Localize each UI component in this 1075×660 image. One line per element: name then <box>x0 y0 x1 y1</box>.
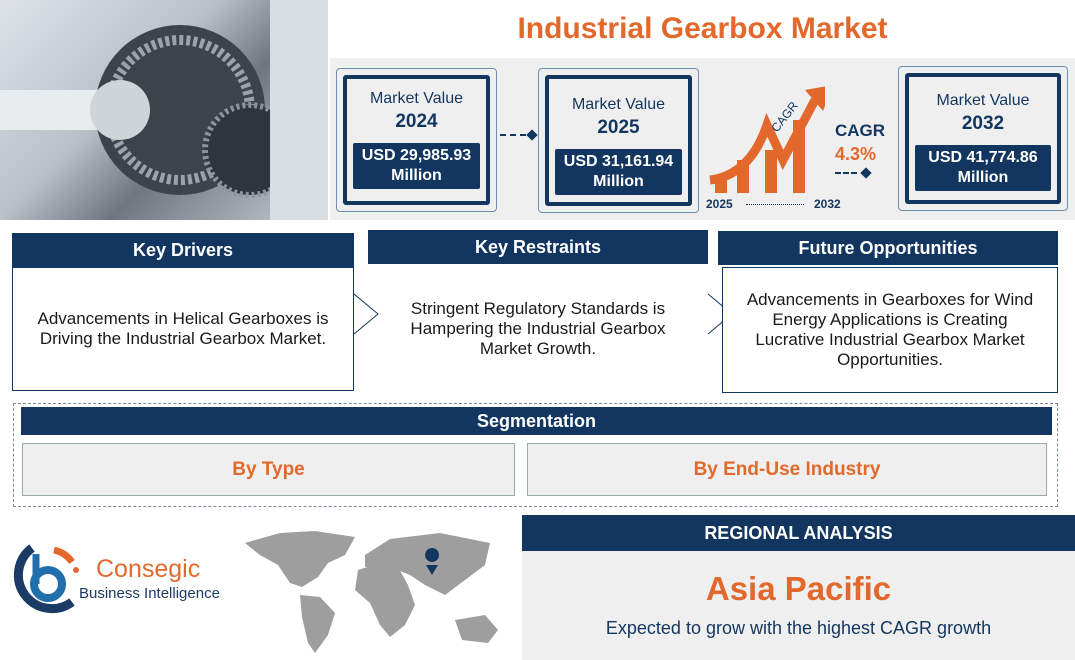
card-year: 2025 <box>597 117 640 138</box>
key-restraints-header: Key Restraints <box>368 230 708 264</box>
card-label: Market Value <box>571 96 666 113</box>
logo-name: Consegic <box>96 555 200 584</box>
connector-dash <box>500 134 526 136</box>
segment-by-end-use-industry[interactable]: By End-Use Industry <box>527 443 1047 496</box>
future-opportunities-text: Advancements in Gearboxes for Wind Energ… <box>722 267 1058 393</box>
region-text: Expected to grow with the highest CAGR g… <box>605 618 992 638</box>
chevron-connectors <box>353 293 733 335</box>
card-label: Market Value <box>369 90 464 107</box>
cagr-value: 4.3% <box>835 144 877 164</box>
card-value: USD 31,161.94 Million <box>555 149 682 195</box>
consegic-logo-icon <box>13 544 79 614</box>
market-value-card-2025: Market Value 2025 USD 31,161.94 Million <box>538 68 699 213</box>
segment-by-type[interactable]: By Type <box>22 443 515 496</box>
regional-panel <box>522 551 1075 660</box>
location-pin-icon <box>425 548 440 575</box>
cagr-label: CAGR <box>835 121 886 140</box>
card-value: USD 41,774.86 Million <box>915 145 1051 191</box>
card-year: 2032 <box>961 113 1005 134</box>
regional-analysis-header: REGIONAL ANALYSIS <box>522 515 1075 551</box>
gearbox-photo <box>0 0 328 220</box>
connector-dash <box>835 172 857 174</box>
cagr-growth-arrow-icon: CAGR <box>709 86 825 193</box>
market-value-card-2024: Market Value 2024 USD 29,985.93 Million <box>336 68 497 212</box>
cagr-start-year: 2025 <box>706 197 733 211</box>
logo-tagline: Business Intelligence <box>79 585 220 602</box>
segmentation-panel <box>13 403 1058 507</box>
gear-illustration <box>0 0 328 220</box>
logo-name-text: Consegic <box>96 555 201 583</box>
world-map <box>245 531 498 653</box>
segmentation-header: Segmentation <box>21 407 1052 435</box>
year-arrow <box>746 204 804 205</box>
card-label: Market Value <box>936 92 1030 109</box>
key-restraints-text: Stringent Regulatory Standards is Hamper… <box>368 266 708 391</box>
market-value-card-2032: Market Value 2032 USD 41,774.86 Million <box>898 66 1068 211</box>
page-title: Industrial Gearbox Market <box>517 12 888 45</box>
region-name: Asia Pacific <box>705 570 892 607</box>
cagr-end-year: 2032 <box>814 197 841 211</box>
key-drivers-header: Key Drivers <box>12 233 354 267</box>
key-drivers-text: Advancements in Helical Gearboxes is Dri… <box>12 267 354 391</box>
future-opportunities-header: Future Opportunities <box>718 231 1058 265</box>
card-value: USD 29,985.93 Million <box>353 143 480 189</box>
card-year: 2024 <box>395 111 438 132</box>
